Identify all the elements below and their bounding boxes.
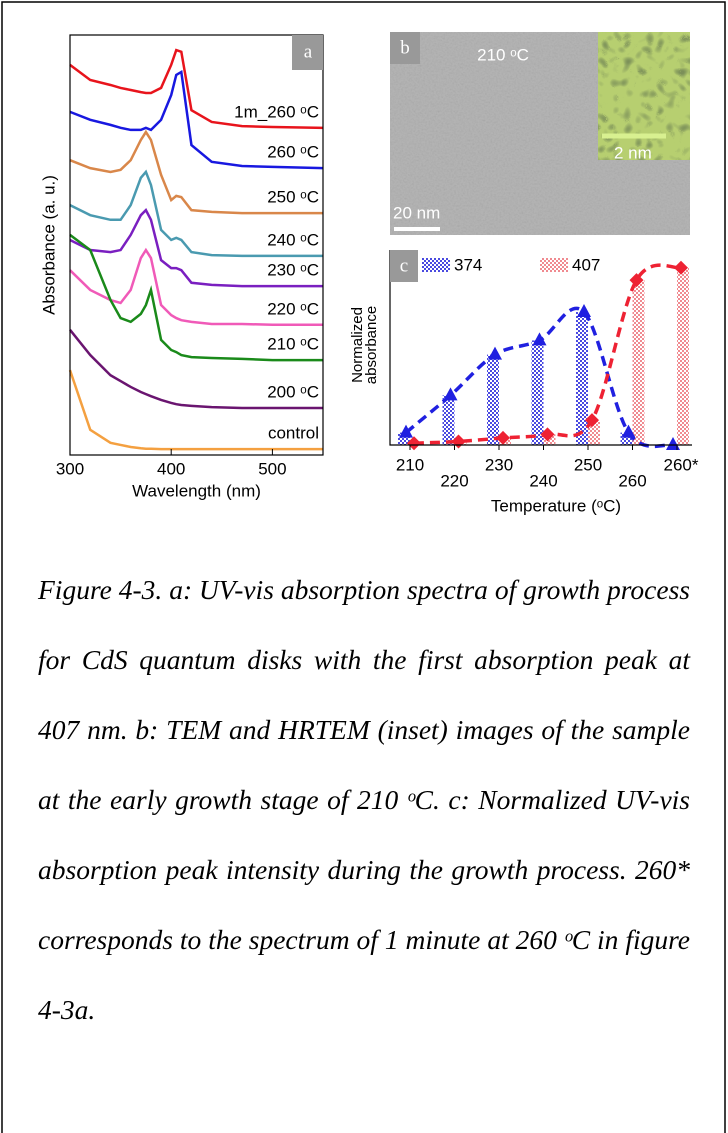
- series-label: 250 ᵒC: [267, 188, 319, 207]
- marker: [585, 413, 599, 428]
- marker: [496, 430, 510, 445]
- spectrum: [69, 233, 323, 362]
- temperature-label: 210 ᵒC: [477, 45, 529, 64]
- series-label: control: [268, 424, 319, 443]
- x-tick-label: 300: [56, 459, 84, 478]
- panel-label-box: [390, 250, 418, 282]
- bar: [531, 340, 544, 445]
- y-axis-label: absorbance: [363, 306, 380, 384]
- bar: [632, 280, 645, 445]
- x-tick-label: 500: [258, 459, 286, 478]
- marker: [674, 260, 688, 275]
- marker: [399, 424, 413, 438]
- series-label: 210 ᵒC: [267, 335, 319, 354]
- series-label: 260 ᵒC: [267, 143, 319, 162]
- panel-label: c: [400, 255, 408, 276]
- axes: [389, 250, 692, 446]
- panel-label: a: [304, 41, 313, 62]
- series-label: 1m_260 ᵒC: [234, 102, 319, 121]
- y-axis-label: Normalized: [349, 307, 366, 383]
- marker: [443, 387, 458, 401]
- spectrum: [69, 329, 323, 410]
- bar: [442, 395, 455, 445]
- series-label: 240 ᵒC: [267, 230, 319, 249]
- series-label: 230 ᵒC: [267, 261, 319, 280]
- spectrum: [69, 129, 323, 215]
- x-tick-label: 240: [529, 471, 557, 490]
- inset-scale-label: 2 nm: [614, 143, 652, 162]
- marker: [532, 332, 547, 346]
- legend-label: 407: [572, 255, 600, 274]
- panel-label-box: [292, 35, 323, 70]
- bar: [588, 420, 600, 445]
- x-axis-label: Temperature (ᵒC): [491, 496, 621, 515]
- bar: [576, 312, 588, 445]
- panel-label: b: [400, 37, 410, 58]
- spectrum: [69, 169, 323, 258]
- marker: [540, 427, 555, 442]
- x-tick-label: 220: [440, 471, 468, 490]
- caption: Figure 4-3. a: UV-vis absorption spectra…: [38, 574, 690, 1025]
- bar: [677, 267, 689, 445]
- marker: [488, 346, 502, 360]
- legend-label: 374: [454, 255, 482, 274]
- x-axis-label: Wavelength (nm): [132, 481, 261, 500]
- spectrum: [69, 247, 323, 327]
- x-tick-label: 400: [157, 459, 185, 478]
- series-label: 220 ᵒC: [267, 299, 319, 318]
- spectrum: [69, 208, 323, 288]
- x-tick-label: 260: [618, 471, 646, 490]
- x-tick-label: 230: [485, 455, 513, 474]
- marker: [629, 273, 644, 288]
- legend-swatch: [422, 258, 450, 272]
- series-label: 200 ᵒC: [267, 382, 319, 401]
- bar: [543, 434, 556, 445]
- y-axis-label: Absorbance (a. u.): [39, 175, 58, 315]
- x-tick-label: 210: [396, 455, 424, 474]
- hrtem-texture: [598, 32, 690, 160]
- x-tick-label: 250: [574, 455, 602, 474]
- spectrum: [69, 69, 324, 170]
- panel-label-box: [390, 32, 420, 64]
- marker: [577, 304, 591, 318]
- spectrum: [68, 369, 323, 451]
- scale-label: 20 nm: [393, 203, 440, 222]
- legend-swatch: [540, 258, 568, 272]
- marker: [621, 424, 636, 438]
- bar: [487, 354, 499, 445]
- x-tick-label: 260*: [664, 455, 699, 474]
- plot-frame: [69, 34, 324, 456]
- spectrum: [69, 48, 324, 130]
